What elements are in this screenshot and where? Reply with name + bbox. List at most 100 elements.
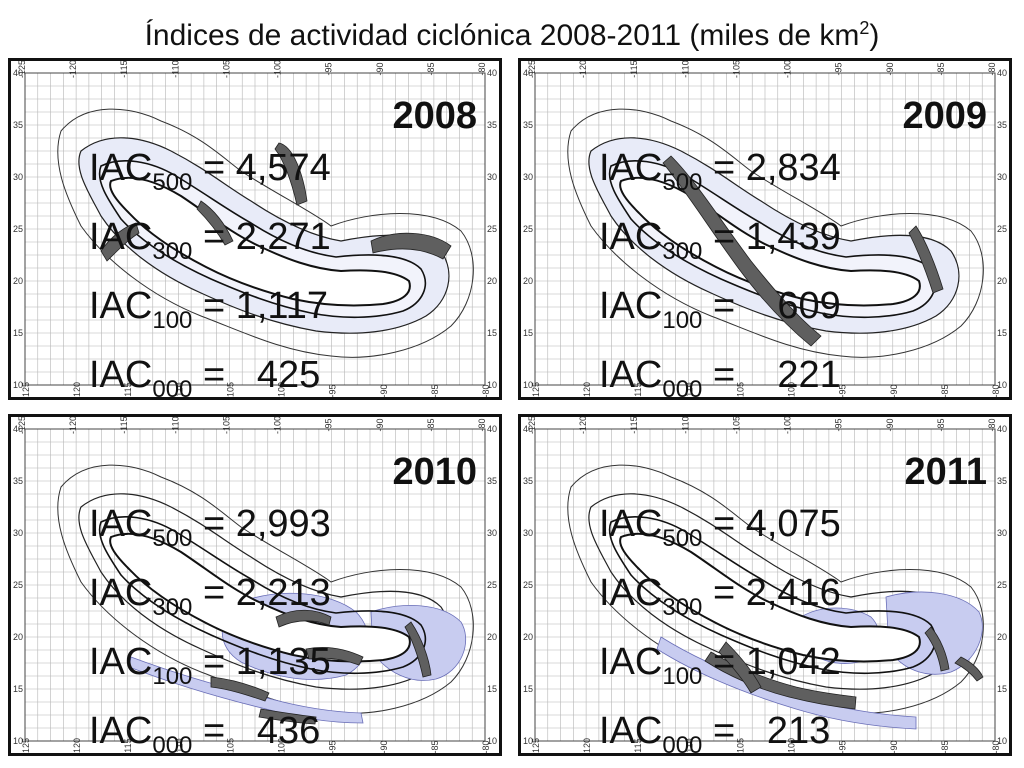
- lon-tick-label: -110: [680, 61, 690, 78]
- lon-tick-label: -90: [885, 418, 895, 431]
- map-panel-2010: -125 -125 -120 -120 -115 -115 -110 -110 -105 -105…: [8, 414, 502, 756]
- activity-area-high: [100, 222, 140, 262]
- lon-tick-label: -120: [578, 417, 588, 434]
- lon-tick-label: -90: [889, 740, 899, 753]
- lon-tick-label: -90: [379, 384, 389, 397]
- lon-tick-label: -125: [531, 382, 541, 397]
- lon-tick-label: -80: [477, 418, 487, 431]
- activity-area-high: [370, 232, 452, 260]
- lon-tick-label: -100: [273, 417, 283, 434]
- iac-list: IAC500 = 2,993 IAC300 = 2,213 IAC100 = 1…: [89, 497, 331, 753]
- lat-tick-label: 25: [997, 224, 1007, 234]
- map-shapes: [567, 464, 984, 730]
- lon-tick-label: -105: [731, 417, 741, 434]
- lat-tick-label: 25: [13, 224, 23, 234]
- page-title: Índices de actividad ciclónica 2008-2011…: [0, 4, 1024, 52]
- map-shapes: [57, 464, 474, 725]
- lon-tick-label: -95: [838, 384, 848, 397]
- lat-tick-label: 20: [487, 632, 497, 642]
- lat-tick-label: 10: [487, 736, 497, 746]
- activity-area-high: [274, 142, 308, 206]
- lat-tick-label: 15: [487, 684, 497, 694]
- lat-tick-label: 40: [13, 68, 23, 78]
- iac-row-100: IAC100 = 1,135: [89, 641, 331, 690]
- lon-tick-label: -95: [328, 384, 338, 397]
- title-superscript: 2: [859, 18, 870, 38]
- lon-tick-label: -100: [273, 61, 283, 78]
- lon-tick-label: -100: [787, 738, 797, 753]
- iac-row-100: IAC100 = 1,042: [599, 641, 841, 690]
- lon-tick-label: -115: [123, 382, 133, 397]
- lat-tick-label: 40: [523, 68, 533, 78]
- lat-tick-label: 40: [13, 424, 23, 434]
- iac-row-300: IAC300 = 2,213: [89, 572, 331, 621]
- lon-tick-label: -95: [328, 740, 338, 753]
- lon-tick-label: -110: [170, 417, 180, 434]
- year-label: 2011: [904, 451, 987, 493]
- lat-tick-label: 10: [487, 380, 497, 390]
- map-2010: -125 -125 -120 -120 -115 -115 -110 -110 -105 -105…: [13, 417, 497, 753]
- iac-row-300: IAC300 = 1,439: [599, 216, 841, 265]
- map-2009: -125 -125 -120 -120 -115 -115 -110 -110 -105 -105…: [523, 61, 1007, 397]
- lon-tick-label: -125: [527, 61, 537, 78]
- lat-tick-label: 30: [487, 172, 497, 182]
- activity-area-high: [908, 225, 944, 294]
- lon-tick-label: -85: [936, 62, 946, 75]
- lon-tick-label: -85: [426, 62, 436, 75]
- lon-tick-label: -85: [430, 740, 440, 753]
- map-shapes: [57, 108, 474, 358]
- lat-tick-label: 35: [997, 476, 1007, 486]
- lon-tick-label: -115: [629, 417, 639, 434]
- lat-tick-label: 20: [13, 276, 23, 286]
- iac-row-300: IAC300 = 2,416: [599, 572, 841, 621]
- lat-tick-label: 30: [523, 172, 533, 182]
- lon-tick-label: -105: [225, 738, 235, 753]
- lon-tick-label: -125: [531, 738, 541, 753]
- lat-tick-label: 20: [487, 276, 497, 286]
- map-grid: [24, 428, 486, 742]
- lat-tick-label: 25: [523, 224, 533, 234]
- lat-tick-label: 35: [523, 120, 533, 130]
- iac-row-500: IAC500 = 2,834: [599, 147, 841, 196]
- activity-area-high: [275, 609, 332, 628]
- lon-tick-label: -105: [225, 382, 235, 397]
- lon-tick-label: -85: [940, 384, 950, 397]
- iac-row-000: IAC000 = 213: [599, 710, 831, 756]
- lat-tick-label: 10: [13, 380, 23, 390]
- map-panel-2008: -125 -125 -120 -120 -115 -115 -110 -110 -105 -105…: [8, 58, 502, 400]
- lat-tick-label: 15: [487, 328, 497, 338]
- lat-tick-label: 15: [997, 328, 1007, 338]
- map-2008: -125 -125 -120 -120 -115 -115 -110 -110 -105 -105…: [13, 61, 497, 397]
- lon-tick-label: -120: [582, 382, 592, 397]
- lon-tick-label: -90: [889, 384, 899, 397]
- lat-tick-label: 25: [13, 580, 23, 590]
- lat-tick-label: 30: [997, 528, 1007, 538]
- activity-area-high: [196, 200, 234, 246]
- lon-tick-label: -95: [324, 62, 334, 75]
- lon-tick-label: -120: [72, 382, 82, 397]
- lon-tick-label: -95: [834, 418, 844, 431]
- lon-tick-label: -80: [987, 418, 997, 431]
- lat-tick-label: 35: [523, 476, 533, 486]
- lon-tick-label: -105: [221, 417, 231, 434]
- lon-tick-label: -110: [684, 738, 694, 753]
- lon-tick-label: -115: [123, 738, 133, 753]
- lon-tick-label: -80: [991, 384, 1001, 397]
- lat-tick-label: 20: [997, 632, 1007, 642]
- year-label: 2010: [392, 451, 477, 493]
- lon-tick-label: -110: [680, 417, 690, 434]
- lon-tick-label: -120: [582, 738, 592, 753]
- iac-row-500: IAC500 = 4,574: [89, 147, 331, 196]
- iac-row-500: IAC500 = 2,993: [89, 503, 331, 552]
- lat-tick-label: 10: [13, 736, 23, 746]
- year-label: 2008: [392, 95, 477, 137]
- lon-tick-label: -80: [481, 384, 491, 397]
- lat-tick-label: 20: [997, 276, 1007, 286]
- lat-tick-label: 15: [523, 328, 533, 338]
- lon-tick-label: -80: [991, 740, 1001, 753]
- lon-tick-label: -85: [430, 384, 440, 397]
- lon-tick-label: -125: [17, 61, 27, 78]
- lat-tick-label: 30: [523, 528, 533, 538]
- iac-list: IAC500 = 4,574 IAC300 = 2,271 IAC100 = 1…: [89, 141, 331, 397]
- iac-row-300: IAC300 = 2,271: [89, 216, 331, 265]
